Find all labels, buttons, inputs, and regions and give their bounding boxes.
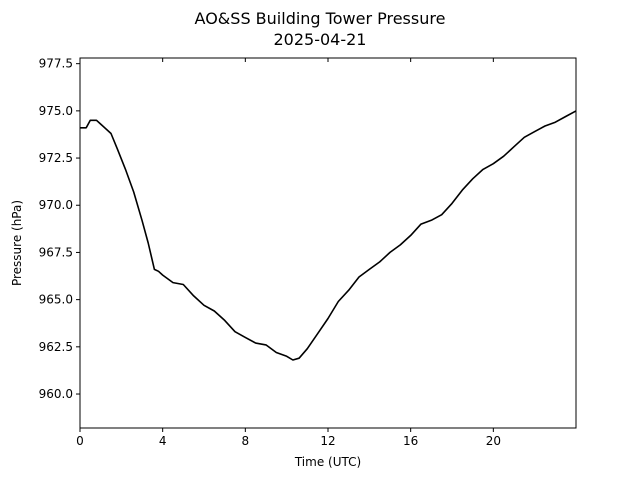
pressure-series-line bbox=[80, 110, 577, 361]
x-tick-label: 0 bbox=[76, 434, 84, 448]
x-axis: 0 4 8 12 16 20 bbox=[76, 58, 501, 448]
y-tick-label: 960.0 bbox=[39, 387, 73, 401]
plot-area bbox=[80, 110, 577, 361]
y-tick-label: 977.5 bbox=[39, 57, 73, 71]
y-tick-label: 970.0 bbox=[39, 198, 73, 212]
x-tick-label: 20 bbox=[486, 434, 501, 448]
x-axis-label: Time (UTC) bbox=[294, 455, 361, 469]
x-tick-label: 16 bbox=[403, 434, 418, 448]
y-tick-label: 962.5 bbox=[39, 340, 73, 354]
y-tick-label: 965.0 bbox=[39, 293, 73, 307]
y-axis-label: Pressure (hPa) bbox=[10, 200, 24, 286]
y-axis: 960.0 962.5 965.0 967.5 970.0 972.5 975.0 977.5 bbox=[39, 57, 80, 401]
chart-title: AO&SS Building Tower Pressure bbox=[195, 9, 446, 28]
y-tick-label: 972.5 bbox=[39, 151, 73, 165]
x-tick-label: 12 bbox=[320, 434, 335, 448]
plot-frame bbox=[79, 57, 577, 429]
y-tick-label: 975.0 bbox=[39, 104, 73, 118]
x-tick-label: 8 bbox=[242, 434, 250, 448]
chart-subtitle: 2025-04-21 bbox=[274, 30, 367, 49]
y-tick-label: 967.5 bbox=[39, 245, 73, 259]
x-tick-label: 4 bbox=[159, 434, 167, 448]
